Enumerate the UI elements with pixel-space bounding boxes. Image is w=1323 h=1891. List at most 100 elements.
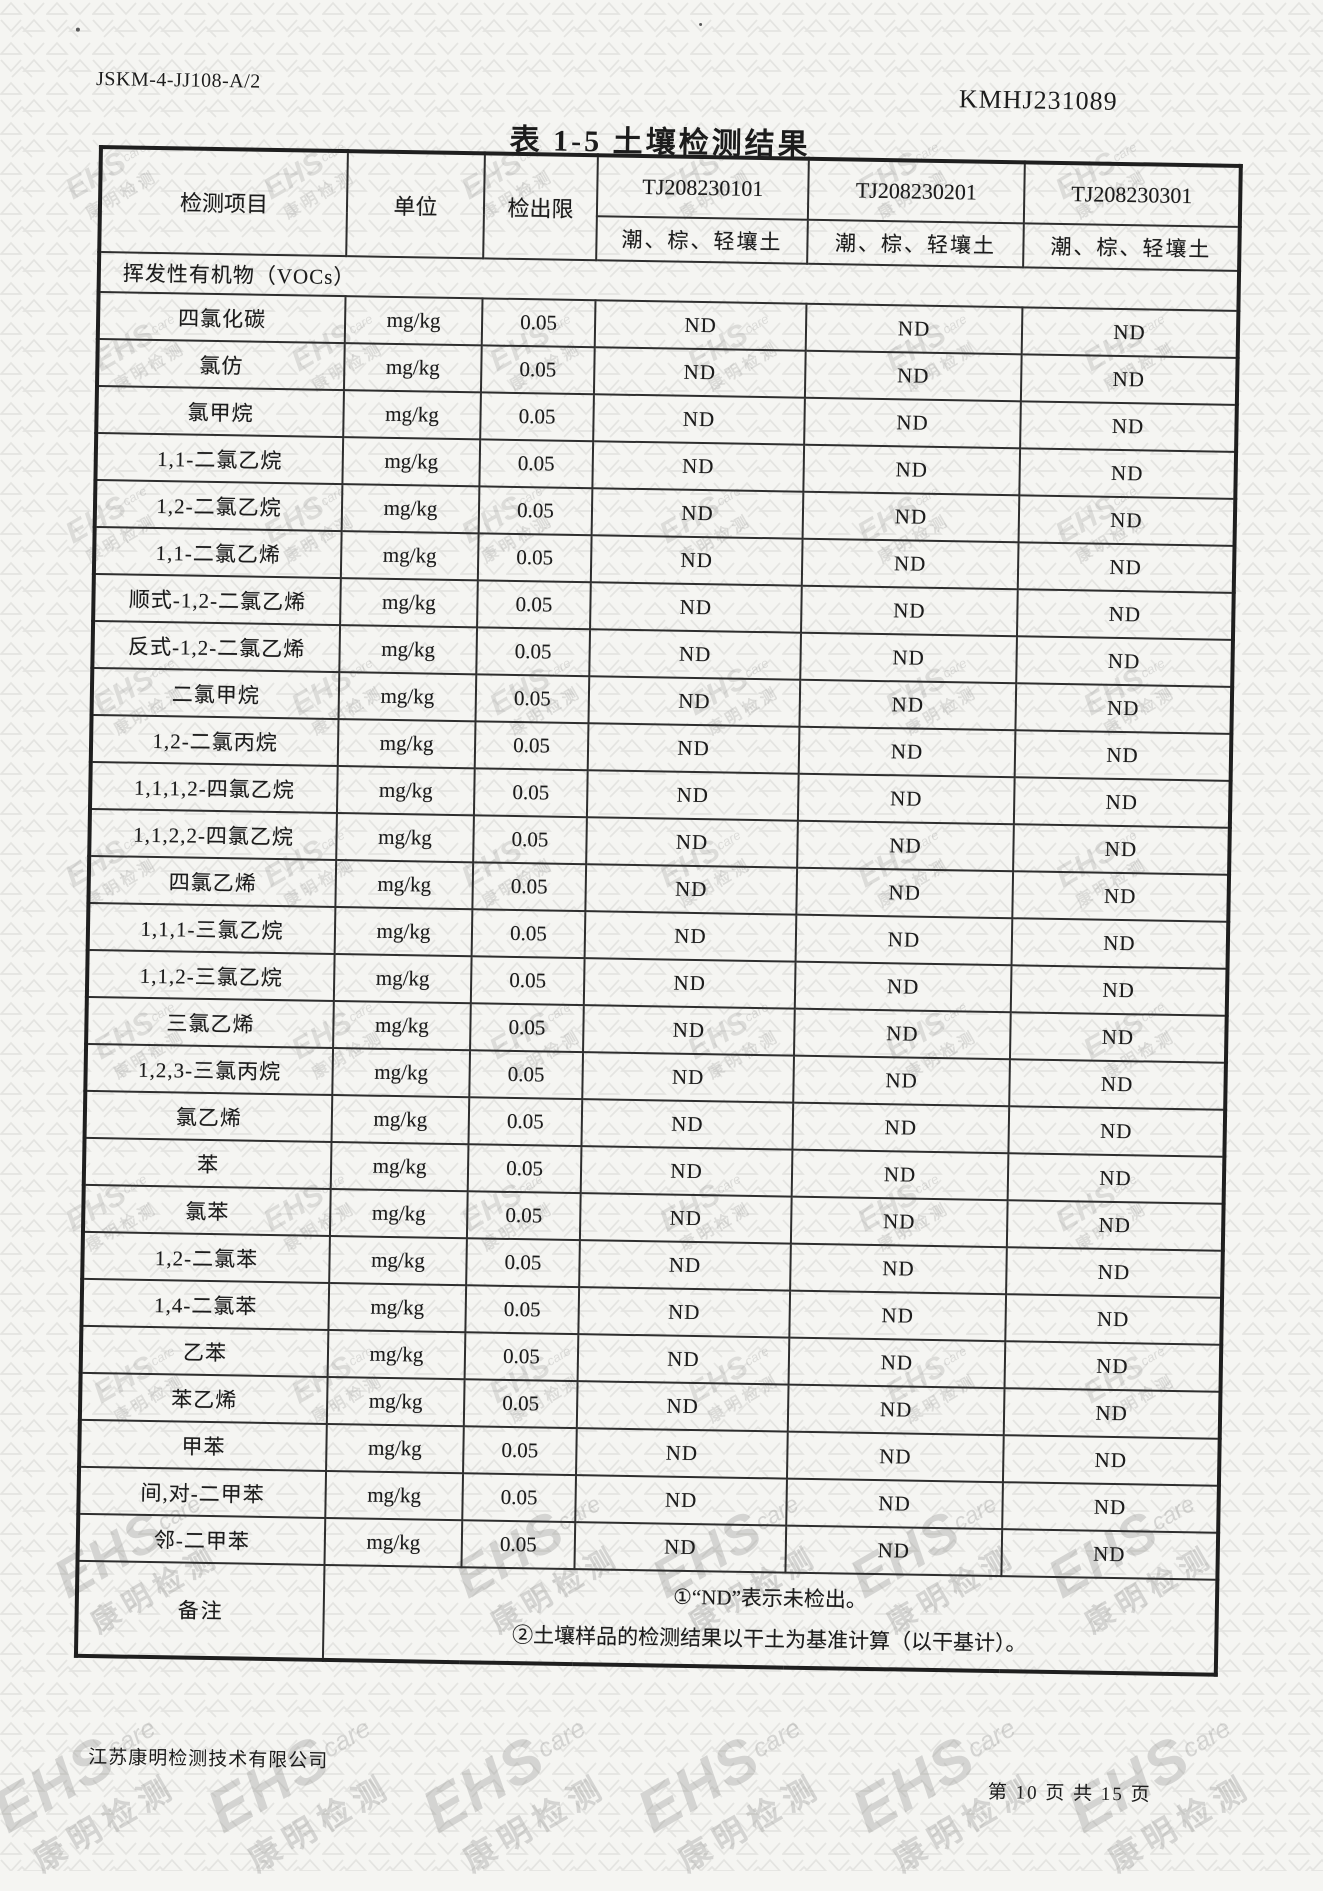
result-value-sample-1: ND — [591, 488, 804, 539]
result-value-sample-2: ND — [800, 632, 1017, 684]
result-value-sample-1: ND — [588, 676, 801, 727]
col-header-unit: 单位 — [346, 151, 485, 259]
result-value-sample-1: ND — [575, 1475, 787, 1526]
result-value-sample-2: ND — [804, 397, 1021, 449]
detection-limit-value: 0.05 — [473, 815, 587, 865]
result-value-sample-2: ND — [795, 914, 1013, 966]
analyte-name: 四氯乙烯 — [88, 855, 337, 908]
soil-type-1: 潮、棕、轻壤土 — [596, 216, 808, 264]
unit-value: mg/kg — [343, 390, 481, 440]
detection-limit-value: 0.05 — [481, 298, 596, 348]
analyte-name: 1,2-二氯丙烷 — [90, 714, 339, 767]
result-value-sample-1: ND — [579, 1240, 791, 1291]
sample-id-3: TJ208230301 — [1023, 162, 1241, 227]
result-value-sample-1: ND — [578, 1287, 791, 1338]
detection-limit-value: 0.05 — [467, 1144, 582, 1194]
result-value-sample-1: ND — [593, 347, 806, 398]
result-value-sample-3: ND — [1013, 777, 1231, 828]
result-value-sample-1: ND — [584, 911, 797, 962]
detection-limit-value: 0.05 — [466, 1191, 581, 1241]
analyte-name: 间,对-二甲苯 — [78, 1466, 327, 1518]
unit-value: mg/kg — [341, 484, 480, 534]
detection-limit-value: 0.05 — [465, 1285, 580, 1335]
result-value-sample-3: ND — [1010, 965, 1228, 1016]
detection-limit-value: 0.05 — [476, 627, 591, 677]
detection-limit-value: 0.05 — [463, 1379, 578, 1429]
detection-limit-value: 0.05 — [475, 674, 590, 724]
result-value-sample-2: ND — [802, 491, 1020, 543]
unit-value: mg/kg — [333, 954, 472, 1004]
result-value-sample-3: ND — [1013, 824, 1230, 875]
result-value-sample-3: ND — [1015, 683, 1233, 734]
analyte-name: 氯乙烯 — [84, 1090, 333, 1142]
unit-value: mg/kg — [343, 343, 482, 393]
unit-value: mg/kg — [331, 1094, 470, 1145]
soil-type-3: 潮、棕、轻壤土 — [1023, 223, 1240, 271]
detection-limit-value: 0.05 — [464, 1332, 579, 1382]
unit-value: mg/kg — [337, 719, 476, 769]
remark-label: 备注 — [75, 1560, 325, 1660]
result-value-sample-1: ND — [587, 723, 800, 774]
unit-value: mg/kg — [329, 1188, 468, 1239]
result-value-sample-1: ND — [582, 1052, 794, 1103]
result-value-sample-1: ND — [585, 864, 798, 915]
result-value-sample-3: ND — [1011, 918, 1229, 969]
result-value-sample-2: ND — [786, 1478, 1003, 1530]
result-value-sample-3: ND — [1006, 1247, 1223, 1298]
result-value-sample-2: ND — [798, 726, 1016, 778]
unit-value: mg/kg — [329, 1235, 467, 1286]
result-value-sample-2: ND — [801, 585, 1018, 637]
result-value-sample-3: ND — [1018, 495, 1236, 546]
detection-limit-value: 0.05 — [462, 1473, 577, 1523]
detection-limit-value: 0.05 — [463, 1426, 577, 1476]
analyte-name: 苯 — [83, 1137, 332, 1189]
unit-value: mg/kg — [338, 672, 477, 722]
result-value-sample-2: ND — [788, 1337, 1006, 1389]
ink-speck — [699, 22, 703, 26]
result-value-sample-1: ND — [589, 629, 802, 680]
analyte-name: 三氯乙烯 — [86, 996, 334, 1049]
result-value-sample-1: ND — [580, 1146, 793, 1197]
analyte-name: 1,4-二氯苯 — [81, 1278, 330, 1330]
analyte-name: 1,1-二氯乙烯 — [93, 526, 342, 579]
sample-id-2: TJ208230201 — [807, 158, 1025, 224]
unit-value: mg/kg — [334, 907, 473, 957]
result-value-sample-3: ND — [1002, 1482, 1219, 1533]
result-value-sample-1: ND — [590, 582, 802, 633]
ink-speck — [75, 27, 80, 32]
result-value-sample-1: ND — [576, 1428, 788, 1479]
result-value-sample-3: ND — [1016, 589, 1234, 640]
unit-value: mg/kg — [340, 578, 478, 628]
report-number: KMHJ231089 — [958, 84, 1118, 116]
sample-id-1: TJ208230101 — [596, 155, 809, 220]
detection-limit-value: 0.05 — [472, 862, 587, 912]
result-value-sample-1: ND — [576, 1381, 789, 1432]
result-value-sample-3: ND — [1005, 1294, 1223, 1345]
unit-value: mg/kg — [325, 1470, 464, 1521]
detection-limit-value: 0.05 — [474, 721, 589, 771]
result-value-sample-1: ND — [593, 394, 805, 445]
analyte-name: 顺式-1,2-二氯乙烯 — [93, 573, 341, 626]
result-value-sample-1: ND — [583, 1005, 795, 1056]
analyte-name: 1,2-二氯苯 — [82, 1231, 330, 1283]
result-value-sample-3: ND — [1001, 1529, 1219, 1580]
result-value-sample-2: ND — [796, 867, 1014, 919]
result-value-sample-1: ND — [594, 300, 807, 351]
analyte-name: 1,1,1,2-四氯乙烷 — [89, 761, 338, 814]
result-value-sample-3: ND — [1021, 307, 1239, 358]
detection-limit-value: 0.05 — [471, 909, 586, 959]
analyte-name: 1,1,1-三氯乙烷 — [87, 902, 336, 955]
analyte-name: 1,1,2-三氯乙烷 — [86, 949, 335, 1002]
unit-value: mg/kg — [335, 860, 474, 910]
result-value-sample-3: ND — [1020, 401, 1237, 452]
result-value-sample-1: ND — [577, 1334, 790, 1385]
footer-page-number: 第 10 页 共 15 页 — [987, 1781, 1152, 1806]
result-value-sample-3: ND — [1014, 730, 1232, 781]
result-value-sample-2: ND — [790, 1196, 1008, 1248]
detection-limit-value: 0.05 — [477, 533, 592, 583]
unit-value: mg/kg — [326, 1376, 465, 1427]
result-value-sample-3: ND — [1003, 1388, 1221, 1439]
detection-limit-value: 0.05 — [470, 1003, 584, 1053]
